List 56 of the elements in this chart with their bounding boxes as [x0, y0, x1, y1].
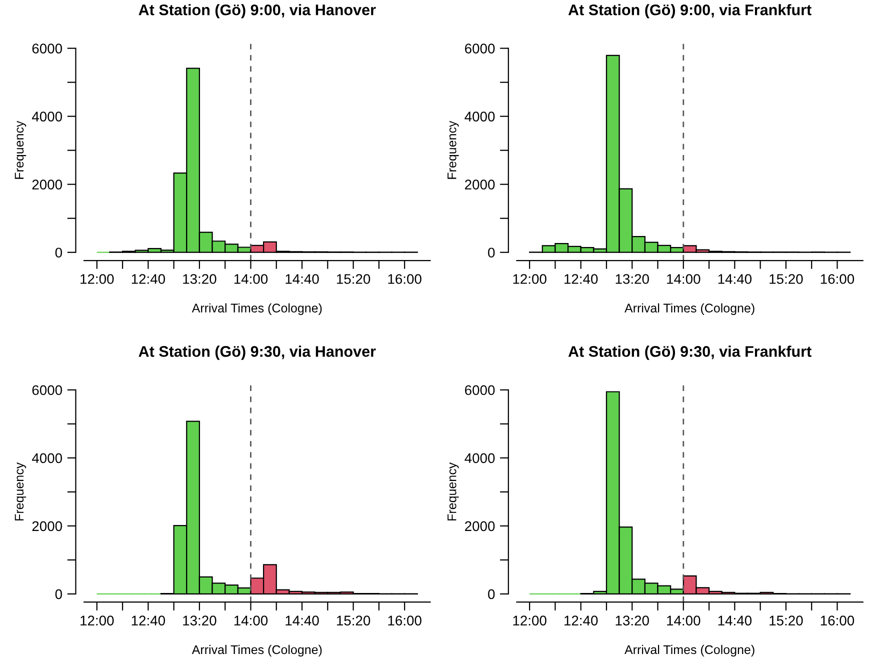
y-axis-title: Frequency: [14, 462, 26, 520]
x-tick-label: 12:00: [513, 616, 546, 626]
x-tick-label: 12:00: [513, 274, 546, 284]
y-tick-label: 0: [55, 589, 62, 600]
x-tick-label: 12:00: [80, 616, 114, 626]
chart-title: At Station (Gö) 9:00, via Hanover: [138, 4, 376, 18]
x-tick-label: 14:00: [234, 274, 268, 284]
x-tick-label: 12:40: [132, 616, 166, 626]
y-tick-label: 2000: [32, 521, 62, 532]
y-tick-label: 2000: [465, 180, 495, 190]
x-tick-label: 12:40: [564, 616, 598, 626]
y-tick-label: 0: [488, 248, 495, 258]
x-tick-label: 14:40: [286, 616, 319, 626]
x-tick-label: 16:00: [820, 616, 854, 626]
x-tick-label: 13:20: [183, 274, 216, 284]
chart-title: At Station (Gö) 9:30, via Hanover: [138, 346, 376, 360]
y-tick-label: 0: [55, 248, 62, 258]
x-tick-label: 13:20: [616, 274, 649, 284]
x-tick-label: 15:20: [770, 616, 803, 626]
x-tick-label: 14:40: [718, 274, 752, 284]
y-tick-label: 4000: [464, 453, 495, 464]
x-tick-label: 15:20: [770, 274, 803, 284]
x-axis-title: Arrival Times (Cologne): [192, 644, 322, 657]
x-tick-label: 13:20: [616, 616, 649, 626]
y-tick-label: 6000: [32, 44, 62, 54]
x-axis-title: Arrival Times (Cologne): [624, 303, 754, 315]
x-axis-title: Arrival Times (Cologne): [192, 303, 322, 315]
y-tick-label: 6000: [465, 385, 495, 396]
x-axis-title: Arrival Times (Cologne): [624, 644, 754, 657]
chart-title: At Station (Gö) 9:00, via Frankfurt: [568, 4, 812, 18]
y-tick-label: 6000: [465, 44, 495, 54]
x-tick-label: 12:40: [564, 274, 598, 284]
x-tick-label: 16:00: [820, 274, 854, 284]
x-tick-label: 12:00: [80, 274, 114, 284]
y-axis-title: Frequency: [14, 120, 26, 179]
x-tick-label: 13:20: [183, 616, 216, 626]
x-tick-label: 14:00: [667, 274, 700, 284]
x-tick-label: 16:00: [388, 616, 422, 626]
y-tick-label: 4000: [464, 112, 495, 122]
x-tick-label: 12:40: [132, 274, 166, 284]
x-tick-label: 14:40: [286, 274, 319, 284]
y-tick-label: 0: [488, 589, 495, 600]
y-tick-label: 4000: [32, 453, 62, 464]
y-axis-title: Frequency: [448, 462, 459, 520]
x-tick-label: 14:40: [718, 616, 752, 626]
y-axis-title: Frequency: [448, 120, 459, 179]
chart-title: At Station (Gö) 9:30, via Frankfurt: [568, 346, 812, 360]
x-tick-label: 14:00: [234, 616, 268, 626]
y-tick-label: 4000: [32, 112, 62, 122]
x-tick-label: 14:00: [667, 616, 700, 626]
y-tick-label: 6000: [32, 385, 62, 396]
y-tick-label: 2000: [32, 180, 62, 190]
x-tick-label: 15:20: [336, 616, 370, 626]
y-tick-label: 2000: [465, 521, 495, 532]
x-tick-label: 16:00: [388, 274, 422, 284]
x-tick-label: 15:20: [336, 274, 370, 284]
